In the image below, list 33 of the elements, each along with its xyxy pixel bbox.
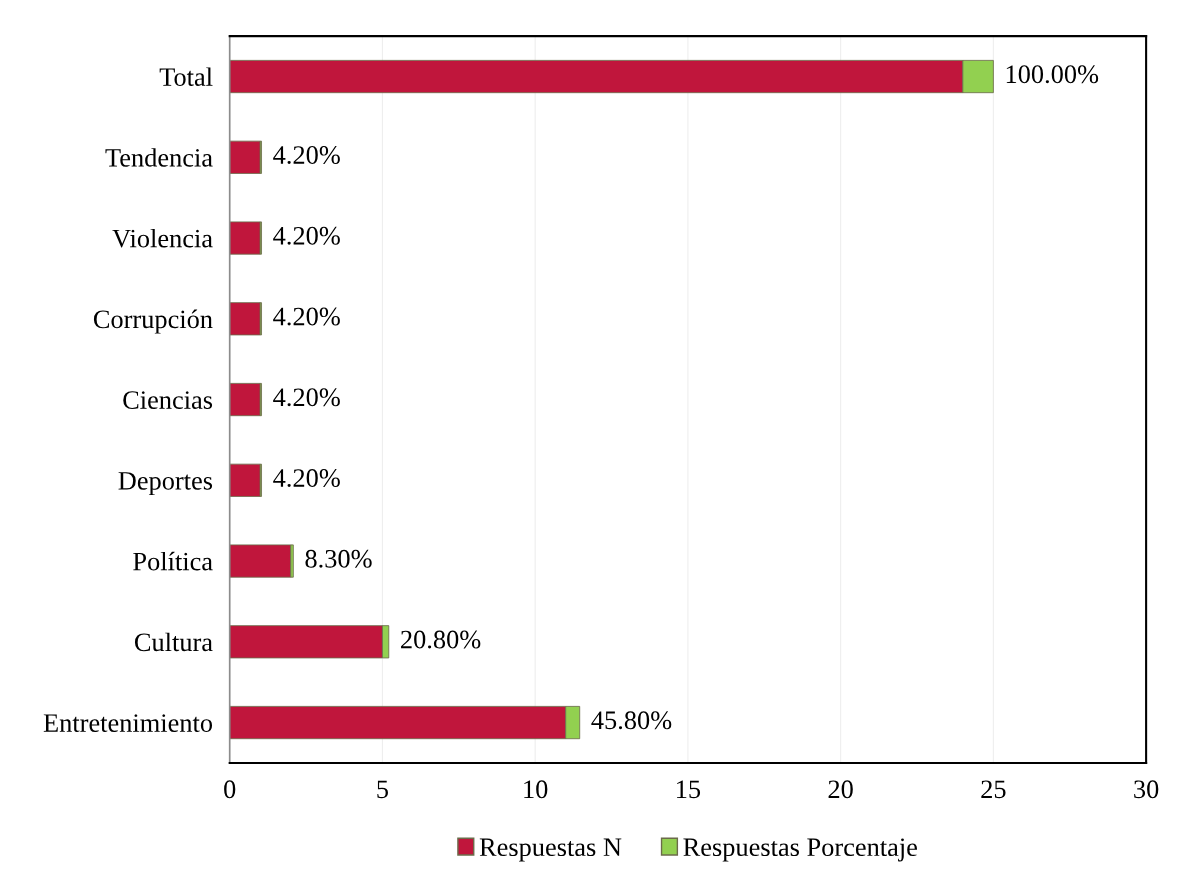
y-tick-label: Tendencia	[105, 148, 213, 167]
y-tick-label: Entretenimiento	[43, 714, 213, 732]
x-tick-label: 15	[677, 780, 701, 799]
data-label: 8.30%	[305, 549, 372, 568]
data-label: 45.80%	[591, 711, 672, 730]
data-label: 4.20%	[273, 146, 340, 165]
bar	[229, 544, 292, 578]
data-label: 4.20%	[273, 226, 340, 245]
y-tick-label: Deportes	[118, 472, 213, 496]
legend-label: Respuestas N	[479, 838, 622, 862]
data-label: 100.00%	[1006, 65, 1099, 84]
bar	[229, 463, 261, 497]
bar	[229, 221, 261, 255]
y-tick-label: Ciencias	[123, 391, 213, 409]
x-tick-label: 25	[981, 780, 1006, 799]
data-label: 4.20%	[273, 388, 340, 407]
x-tick-label: 10	[524, 780, 548, 799]
bar	[229, 140, 261, 174]
y-tick-label: Política	[133, 551, 213, 571]
y-tick-label: Violencia	[112, 228, 213, 248]
bar	[229, 382, 261, 417]
bar	[229, 302, 261, 336]
x-tick-label: 5	[377, 780, 388, 799]
y-tick-label: Corrupción	[93, 309, 213, 334]
legend-label: Respuestas Porcentaje	[683, 838, 917, 862]
data-label: 20.80%	[401, 630, 481, 649]
x-tick-label: 20	[828, 780, 853, 799]
data-label: 4.20%	[273, 307, 340, 326]
data-label: 4.20%	[273, 469, 340, 488]
y-tick-label: Cultura	[134, 632, 213, 652]
y-tick-label: Total	[159, 67, 213, 86]
x-tick-label: 0	[224, 780, 236, 799]
x-tick-label: 30	[1134, 780, 1159, 799]
